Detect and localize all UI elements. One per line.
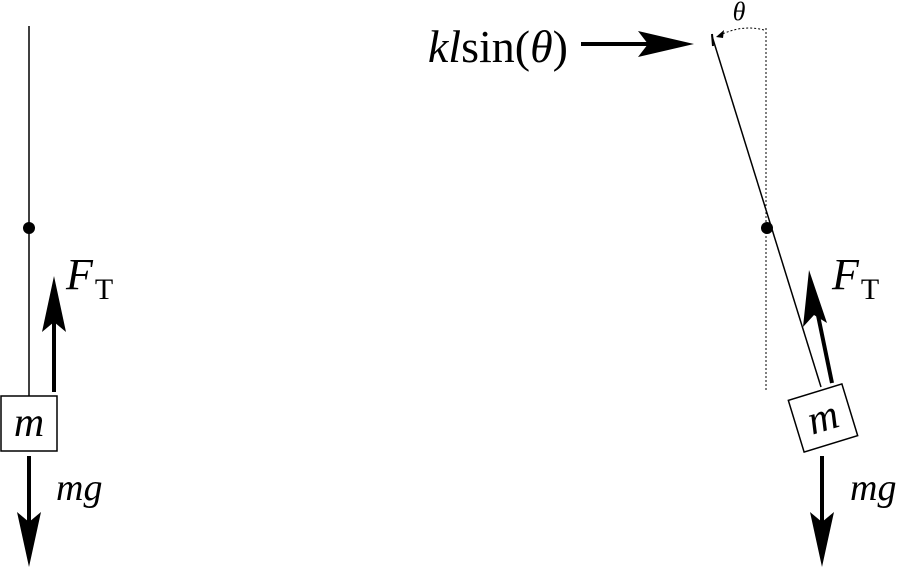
right-applied-force-label: klsin(θ) (428, 21, 568, 72)
left-tension-arrow (42, 276, 66, 392)
right-string-top-tick (711, 33, 714, 47)
left-weight-label: mg (56, 467, 102, 509)
left-mass-label: m (14, 400, 44, 446)
right-string (711, 35, 822, 388)
right-angle-arc (717, 27, 765, 37)
right-angle-label: θ (733, 0, 746, 26)
right-weight-label: mg (850, 467, 896, 509)
right-tension-label: FT (831, 250, 879, 306)
left-tension-label: FT (65, 250, 113, 306)
left-weight-arrow (17, 456, 41, 567)
right-mass: m (787, 383, 859, 453)
left-mass-box (0, 395, 58, 452)
right-mass-box (787, 383, 859, 453)
right-angle-arc-head (716, 30, 724, 38)
left-pivot-dot (23, 222, 35, 234)
right-pivot-dot (761, 222, 773, 234)
right-weight-arrow (810, 456, 834, 567)
right-pendulum: θ klsin(θ) FT m mg (428, 0, 896, 567)
right-applied-force-arrow (581, 31, 694, 57)
right-tension-arrow (803, 270, 834, 384)
left-pendulum: FT m mg (0, 26, 113, 567)
